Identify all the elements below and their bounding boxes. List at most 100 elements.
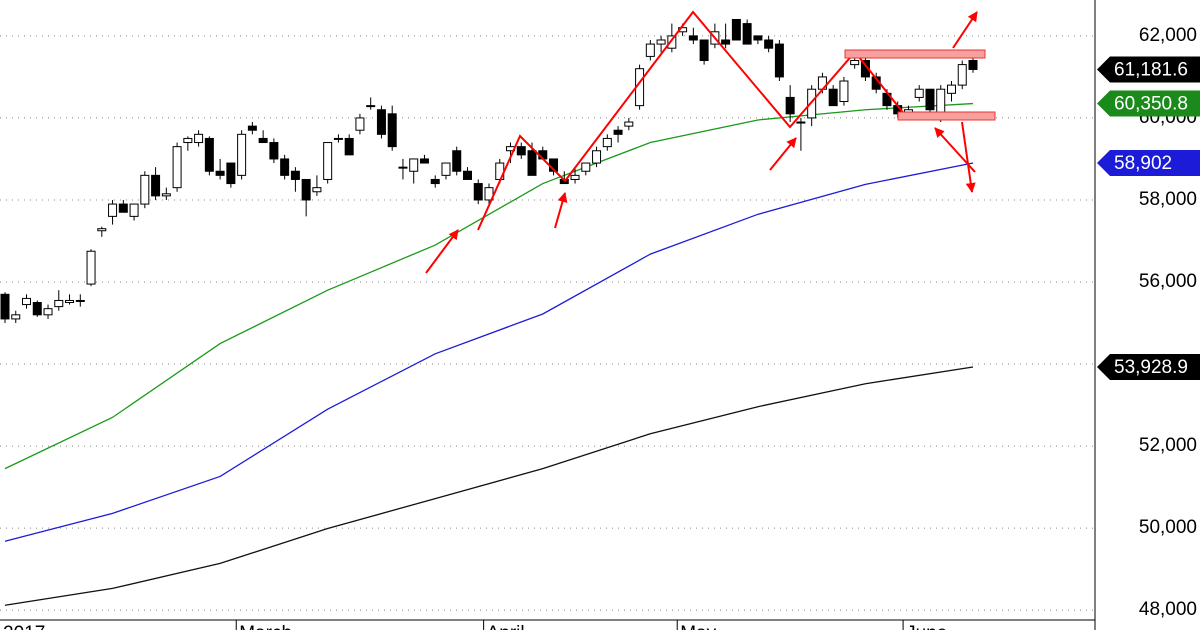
- price-tag-label: 61,181.6: [1114, 59, 1188, 80]
- candle-body: [151, 174, 161, 197]
- candle-body: [774, 43, 784, 78]
- candle-body: [204, 137, 214, 172]
- candle-body: [667, 35, 677, 49]
- candle-body: [957, 64, 967, 86]
- candle-body: [344, 137, 354, 156]
- candle-body: [140, 174, 150, 205]
- candle-body: [32, 302, 42, 316]
- y-tick-label: 62,000: [1139, 25, 1197, 46]
- candle-body: [946, 84, 956, 94]
- y-tick-label: 48,000: [1139, 599, 1197, 620]
- candle-body: [0, 293, 10, 320]
- candle-body: [183, 137, 193, 144]
- candle-body: [161, 193, 171, 197]
- candle-body: [398, 166, 408, 169]
- candle-body: [828, 88, 838, 107]
- candle-body: [65, 299, 75, 304]
- candle-body: [656, 39, 666, 45]
- candle-body: [785, 96, 795, 115]
- candle-body: [280, 158, 290, 176]
- candle-body: [237, 133, 247, 176]
- annotations: [425, 10, 996, 274]
- candle-body: [118, 203, 128, 213]
- candle-body: [925, 88, 935, 111]
- y-tick-label: 58,000: [1139, 189, 1197, 210]
- candle-body: [473, 183, 483, 201]
- candle-body: [441, 162, 451, 176]
- candle-body: [613, 129, 623, 135]
- candle-body: [366, 105, 376, 108]
- price-tag: [1097, 353, 1200, 380]
- candle-body: [355, 117, 365, 131]
- candle-body: [850, 60, 860, 66]
- y-tick-label: 56,000: [1139, 271, 1197, 292]
- candle-body: [54, 299, 64, 308]
- candle-body: [452, 150, 462, 172]
- moving-average: [4, 162, 974, 542]
- zigzag: [477, 10, 906, 231]
- candle-body: [807, 88, 817, 119]
- candle-body: [409, 158, 419, 172]
- candle-body: [226, 162, 236, 185]
- candle-body: [581, 162, 591, 172]
- price-tag: [1097, 56, 1200, 83]
- price-tag: [1097, 90, 1200, 117]
- arrow: [952, 11, 978, 49]
- price-tag: [1097, 149, 1200, 176]
- candle-body: [462, 170, 472, 180]
- y-tick-label: 50,000: [1139, 517, 1197, 538]
- moving-average: [4, 366, 974, 606]
- candle-body: [592, 150, 602, 164]
- candle-body: [839, 80, 849, 103]
- candle-body: [516, 146, 526, 156]
- candle-body: [570, 174, 580, 180]
- x-tick-label: May: [680, 623, 716, 630]
- candle-body: [742, 23, 752, 45]
- price-tag-label: 53,928.9: [1114, 357, 1188, 378]
- moving-average: [4, 102, 974, 470]
- x-tick-label: June: [906, 623, 947, 630]
- support-box: [897, 111, 996, 121]
- candle-body: [323, 142, 333, 180]
- candle-body: [624, 121, 634, 127]
- candle-body: [258, 137, 268, 144]
- candle-body: [194, 133, 204, 144]
- x-tick-label: 2017: [3, 623, 45, 630]
- candle-body: [387, 113, 397, 148]
- candle-body: [753, 35, 763, 41]
- price-tag-label: 58,902: [1114, 153, 1172, 174]
- candle-body: [247, 125, 257, 131]
- candle-body: [645, 43, 655, 57]
- x-tick-label: April: [487, 623, 525, 630]
- arrow: [554, 192, 568, 229]
- candle-body: [43, 308, 53, 316]
- candle-body: [75, 299, 85, 302]
- arrow: [425, 229, 459, 274]
- candle-body: [764, 39, 774, 49]
- candle-body: [301, 178, 311, 201]
- candle-body: [86, 250, 96, 285]
- arrow: [769, 137, 797, 171]
- candle-body: [419, 158, 429, 164]
- candle-body: [527, 150, 537, 176]
- candle-body: [11, 314, 21, 320]
- candle-body: [688, 35, 698, 41]
- candle-body: [796, 121, 806, 124]
- candle-body: [699, 39, 709, 62]
- candle-body: [172, 146, 182, 189]
- candle-body: [731, 18, 741, 41]
- resistance-box: [844, 49, 986, 59]
- candle-body: [721, 39, 731, 45]
- candle-body: [97, 228, 107, 232]
- candle-body: [312, 187, 322, 193]
- x-tick-label: March: [239, 623, 292, 630]
- candle-body: [376, 109, 386, 135]
- candle-body: [215, 170, 225, 176]
- candle-body: [22, 297, 32, 306]
- candle-body: [290, 170, 300, 180]
- arrow: [961, 121, 976, 193]
- candle-body: [484, 187, 494, 201]
- candle-body: [269, 142, 279, 160]
- candle-body: [108, 203, 118, 217]
